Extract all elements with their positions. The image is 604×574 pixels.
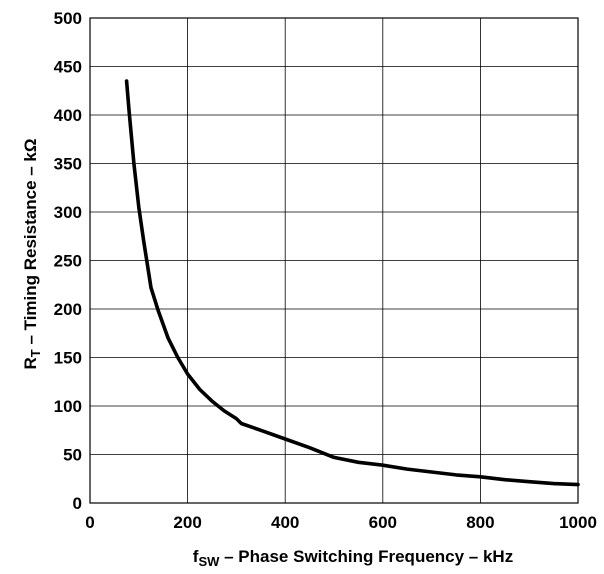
y-tick-label: 300 xyxy=(54,203,82,222)
x-tick-label: 800 xyxy=(466,513,494,532)
y-tick-label: 100 xyxy=(54,397,82,416)
gridlines xyxy=(90,18,578,503)
y-tick-labels: 0 50 100 150 200 250 300 350 400 450 500 xyxy=(54,9,82,513)
y-tick-label: 250 xyxy=(54,252,82,271)
x-tick-label: 0 xyxy=(85,513,94,532)
y-tick-label: 150 xyxy=(54,349,82,368)
y-tick-label: 350 xyxy=(54,155,82,174)
series-line xyxy=(124,79,580,487)
x-tick-label: 400 xyxy=(271,513,299,532)
x-tick-label: 600 xyxy=(369,513,397,532)
y-tick-label: 50 xyxy=(63,446,82,465)
y-tick-label: 500 xyxy=(54,9,82,28)
x-tick-label: 1000 xyxy=(559,513,597,532)
y-tick-label: 200 xyxy=(54,300,82,319)
y-axis-label: RT – Timing Resistance – kΩ xyxy=(21,138,43,369)
y-tick-label: 400 xyxy=(54,106,82,125)
x-tick-labels: 0 200 400 600 800 1000 xyxy=(85,513,597,532)
x-axis-label: fSW – Phase Switching Frequency – kHz xyxy=(193,547,513,569)
x-tick-label: 200 xyxy=(173,513,201,532)
y-tick-label: 450 xyxy=(54,58,82,77)
plot-frame xyxy=(89,17,579,504)
y-tick-label: 0 xyxy=(73,494,82,513)
